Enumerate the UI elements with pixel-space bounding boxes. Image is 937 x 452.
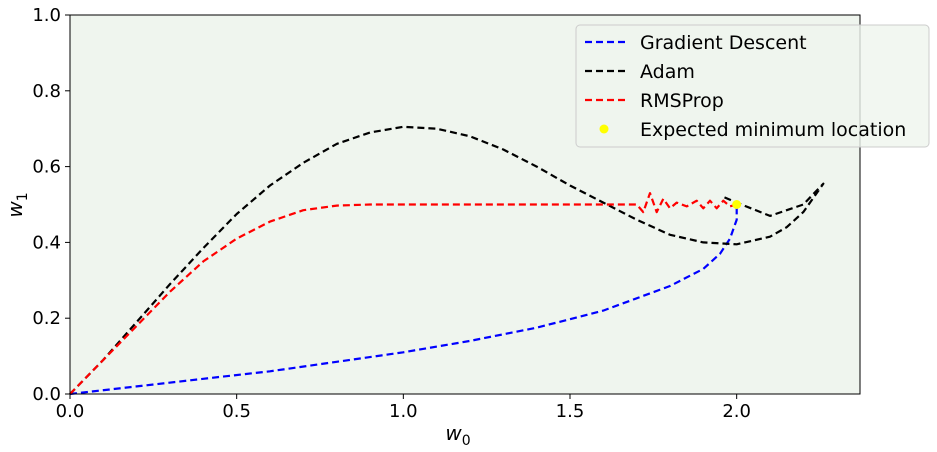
marker-layer xyxy=(732,200,742,209)
y-tick-label: 0.4 xyxy=(32,232,61,253)
y-tick-label: 1.0 xyxy=(32,5,61,26)
series-line-adam xyxy=(69,125,825,395)
y-tick-label: 0.6 xyxy=(32,157,61,178)
x-axis-label: w0 xyxy=(445,421,470,449)
marker-expected-minimum xyxy=(732,200,742,209)
y-axis-label: w1 xyxy=(3,192,31,217)
y-axis-ticks: 0.0 0.2 0.4 0.6 0.8 1.0 xyxy=(32,5,70,405)
series-line-rmsprop xyxy=(69,192,738,395)
x-axis-ticks: 0.0 0.5 1.0 1.5 2.0 xyxy=(56,394,751,422)
series-layer xyxy=(69,125,825,396)
x-tick-label: 2.0 xyxy=(722,401,751,422)
legend: Gradient Descent Adam RMSProp Expected mini… xyxy=(575,24,930,148)
legend-box xyxy=(575,24,930,148)
legend-label-gradient-descent: Gradient Descent xyxy=(640,32,807,54)
legend-label-expected-minimum-location: Expected minimum location xyxy=(640,119,906,141)
plot-frame xyxy=(69,14,861,395)
x-tick-label: 0.0 xyxy=(56,401,85,422)
x-tick-label: 0.5 xyxy=(222,401,251,422)
x-tick-label: 1.5 xyxy=(556,401,585,422)
legend-swatch-expected-minimum-location xyxy=(599,124,609,134)
y-tick-label: 0.2 xyxy=(32,308,61,329)
legend-label-rmsprop: RMSProp xyxy=(640,90,724,112)
legend-items: Gradient Descent Adam RMSProp Expected mini… xyxy=(585,32,906,141)
y-tick-label: 0.0 xyxy=(32,384,61,405)
y-tick-label: 0.8 xyxy=(32,81,61,102)
legend-label-adam: Adam xyxy=(640,61,695,83)
x-tick-label: 1.0 xyxy=(389,401,418,422)
